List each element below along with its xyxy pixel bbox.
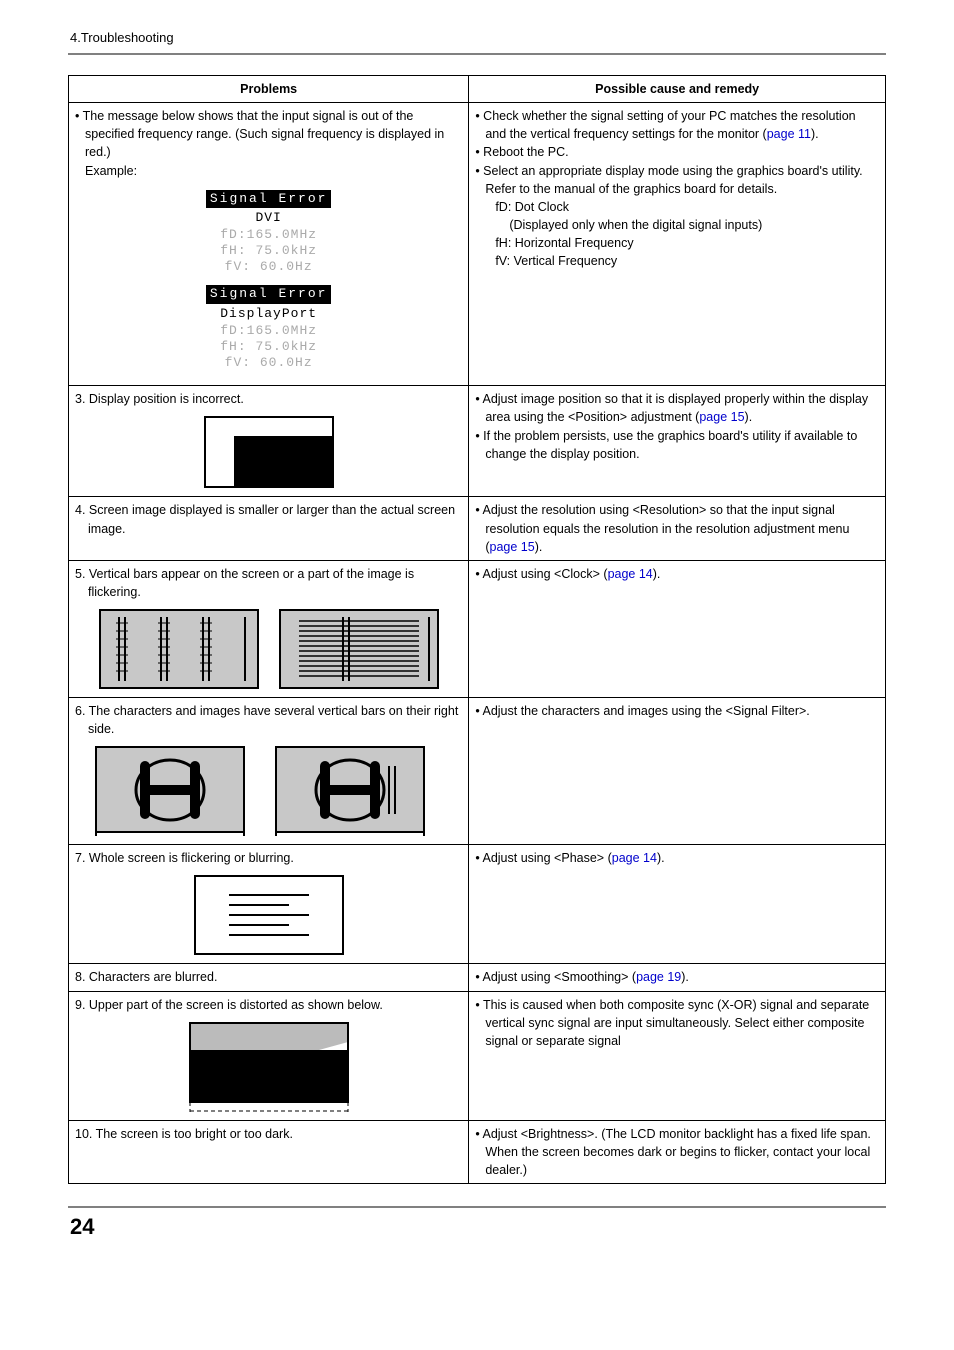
problem-text: 8. Characters are blurred. — [75, 968, 462, 986]
vertical-bars-icon — [75, 609, 462, 689]
problem-cell: • The message below shows that the input… — [69, 103, 469, 386]
remedy-cell: • Adjust image position so that it is di… — [469, 386, 886, 497]
page-link[interactable]: page 14 — [612, 851, 657, 865]
problem-cell: 3. Display position is incorrect. — [69, 386, 469, 497]
table-row: 5. Vertical bars appear on the screen or… — [69, 560, 886, 697]
signal-error-dvi: Signal Error DVI fD:165.0MHz fH: 75.0kHz… — [179, 190, 359, 276]
remedy-text: • Adjust <Brightness>. (The LCD monitor … — [475, 1125, 879, 1179]
problem-cell: 10. The screen is too bright or too dark… — [69, 1120, 469, 1183]
signal-line: fH: 75.0kHz — [179, 339, 359, 355]
remedy-cell: • Adjust using <Phase> (page 14). — [469, 845, 886, 964]
remedy-text: • Adjust the resolution using <Resolutio… — [475, 501, 879, 555]
signal-line: fD:165.0MHz — [179, 323, 359, 339]
table-row: 7. Whole screen is flickering or blurrin… — [69, 845, 886, 964]
table-row: 9. Upper part of the screen is distorted… — [69, 991, 886, 1120]
remedy-text: • Adjust using <Smoothing> (page 19). — [475, 968, 879, 986]
remedy-sub: fV: Vertical Frequency — [475, 252, 879, 270]
table-row: 8. Characters are blurred. • Adjust usin… — [69, 964, 886, 991]
problem-cell: 9. Upper part of the screen is distorted… — [69, 991, 469, 1120]
page-number: 24 — [70, 1214, 886, 1240]
remedy-text: • Adjust image position so that it is di… — [475, 390, 879, 426]
footer-rule — [68, 1206, 886, 1208]
remedy-cell: • Adjust the resolution using <Resolutio… — [469, 497, 886, 560]
problem-cell: 5. Vertical bars appear on the screen or… — [69, 560, 469, 697]
remedy-text: • Select an appropriate display mode usi… — [475, 162, 879, 198]
signal-title: Signal Error — [206, 190, 332, 209]
problem-example-label: Example: — [75, 162, 462, 180]
problem-text: • The message below shows that the input… — [75, 107, 462, 161]
signal-error-displayport: Signal Error DisplayPort fD:165.0MHz fH:… — [179, 285, 359, 371]
signal-line: fV: 60.0Hz — [179, 259, 359, 275]
signal-line: DVI — [179, 210, 359, 226]
problem-text: 5. Vertical bars appear on the screen or… — [75, 565, 462, 601]
problem-cell: 6. The characters and images have severa… — [69, 698, 469, 845]
page-link[interactable]: page 19 — [636, 970, 681, 984]
problem-text: 4. Screen image displayed is smaller or … — [75, 501, 462, 537]
page-link[interactable]: page 11 — [767, 127, 811, 141]
position-incorrect-icon — [75, 416, 462, 488]
remedy-sub: (Displayed only when the digital signal … — [475, 216, 879, 234]
header-problems: Problems — [69, 76, 469, 103]
table-row: 10. The screen is too bright or too dark… — [69, 1120, 886, 1183]
remedy-text: • This is caused when both composite syn… — [475, 996, 879, 1050]
remedy-text: • Adjust using <Clock> (page 14). — [475, 565, 879, 583]
signal-line: fV: 60.0Hz — [179, 355, 359, 371]
problem-text: 6. The characters and images have severa… — [75, 702, 462, 738]
header-remedy: Possible cause and remedy — [469, 76, 886, 103]
signal-line: DisplayPort — [179, 306, 359, 322]
remedy-text: • Check whether the signal setting of yo… — [475, 107, 879, 143]
problem-text: 10. The screen is too bright or too dark… — [75, 1125, 462, 1143]
table-row: • The message below shows that the input… — [69, 103, 886, 386]
remedy-cell: • Adjust using <Clock> (page 14). — [469, 560, 886, 697]
character-bars-icon — [75, 746, 462, 836]
remedy-text: • Adjust using <Phase> (page 14). — [475, 849, 879, 867]
remedy-cell: • This is caused when both composite syn… — [469, 991, 886, 1120]
remedy-cell: • Adjust the characters and images using… — [469, 698, 886, 845]
page-link[interactable]: page 14 — [608, 567, 653, 581]
remedy-text: • If the problem persists, use the graph… — [475, 427, 879, 463]
problem-cell: 4. Screen image displayed is smaller or … — [69, 497, 469, 560]
signal-title: Signal Error — [206, 285, 332, 304]
remedy-cell: • Check whether the signal setting of yo… — [469, 103, 886, 386]
section-heading: 4.Troubleshooting — [70, 30, 886, 45]
problem-text: 7. Whole screen is flickering or blurrin… — [75, 849, 462, 867]
page-link[interactable]: page 15 — [490, 540, 535, 554]
problem-cell: 7. Whole screen is flickering or blurrin… — [69, 845, 469, 964]
signal-line: fH: 75.0kHz — [179, 243, 359, 259]
table-row: 4. Screen image displayed is smaller or … — [69, 497, 886, 560]
table-header-row: Problems Possible cause and remedy — [69, 76, 886, 103]
problem-text: 9. Upper part of the screen is distorted… — [75, 996, 462, 1014]
remedy-sub: fH: Horizontal Frequency — [475, 234, 879, 252]
remedy-cell: • Adjust using <Smoothing> (page 19). — [469, 964, 886, 991]
table-row: 6. The characters and images have severa… — [69, 698, 886, 845]
table-row: 3. Display position is incorrect. • Adju… — [69, 386, 886, 497]
flicker-blur-icon — [75, 875, 462, 955]
top-rule — [68, 53, 886, 55]
upper-distortion-icon — [75, 1022, 462, 1112]
page-link[interactable]: page 15 — [699, 410, 744, 424]
problem-text: 3. Display position is incorrect. — [75, 390, 462, 408]
page-container: 4.Troubleshooting Problems Possible caus… — [0, 0, 954, 1268]
troubleshoot-table: Problems Possible cause and remedy • The… — [68, 75, 886, 1184]
remedy-text: • Reboot the PC. — [475, 143, 879, 161]
remedy-cell: • Adjust <Brightness>. (The LCD monitor … — [469, 1120, 886, 1183]
signal-line: fD:165.0MHz — [179, 227, 359, 243]
problem-cell: 8. Characters are blurred. — [69, 964, 469, 991]
remedy-sub: fD: Dot Clock — [475, 198, 879, 216]
remedy-text: • Adjust the characters and images using… — [475, 702, 879, 720]
